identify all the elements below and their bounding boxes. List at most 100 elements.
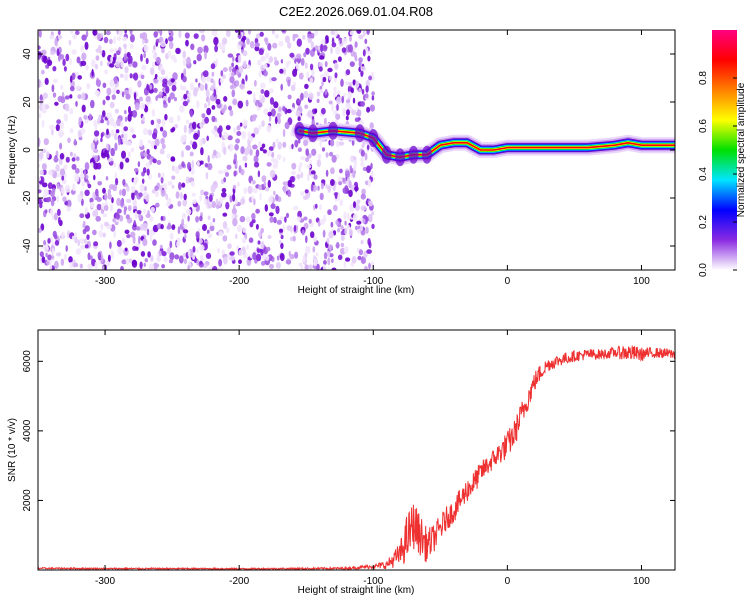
noise-speckle	[106, 112, 112, 119]
noise-speckle	[233, 127, 237, 134]
noise-speckle	[117, 137, 121, 146]
noise-speckle	[213, 88, 217, 97]
noise-speckle	[304, 62, 308, 69]
noise-speckle	[199, 84, 205, 91]
noise-speckle	[100, 223, 104, 231]
noise-speckle	[227, 145, 231, 150]
noise-speckle	[309, 77, 314, 83]
snr-line	[38, 345, 675, 570]
noise-speckle	[238, 66, 244, 74]
noise-speckle	[204, 163, 209, 168]
noise-speckle	[53, 156, 59, 163]
noise-speckle	[351, 255, 357, 264]
noise-speckle	[339, 168, 343, 174]
noise-speckle	[178, 255, 184, 264]
noise-speckle	[116, 197, 121, 206]
noise-speckle	[121, 150, 126, 159]
noise-speckle	[90, 255, 93, 261]
noise-speckle	[225, 125, 231, 131]
noise-speckle	[94, 63, 99, 70]
signal-trace	[298, 130, 675, 158]
noise-speckle	[126, 185, 130, 192]
noise-speckle	[204, 51, 207, 60]
noise-speckle	[302, 254, 306, 263]
noise-speckle	[168, 116, 174, 124]
noise-speckle	[199, 194, 203, 202]
noise-speckle	[175, 47, 181, 55]
noise-speckle	[272, 141, 276, 149]
noise-speckle	[222, 67, 228, 72]
noise-speckle	[122, 179, 126, 186]
noise-speckle	[109, 118, 115, 127]
noise-speckle	[133, 168, 139, 172]
noise-speckle	[263, 181, 267, 187]
noise-speckle	[58, 157, 63, 166]
noise-speckle	[205, 89, 210, 98]
noise-speckle	[205, 171, 209, 180]
noise-speckle	[266, 125, 272, 133]
noise-speckle	[153, 78, 159, 84]
noise-speckle	[212, 218, 216, 223]
noise-speckle	[80, 167, 84, 175]
noise-speckle	[245, 216, 251, 223]
noise-speckle	[268, 196, 274, 203]
noise-speckle	[151, 189, 156, 194]
noise-speckle	[38, 112, 42, 119]
noise-speckle	[43, 138, 49, 146]
spectrogram-xlabel: Height of straight line (km)	[298, 285, 415, 296]
noise-speckle	[49, 34, 55, 40]
noise-speckle	[126, 52, 131, 58]
noise-speckle	[246, 90, 253, 95]
noise-speckle	[102, 213, 108, 218]
noise-speckle	[201, 113, 206, 119]
noise-speckle	[50, 190, 55, 197]
noise-speckle	[54, 212, 58, 221]
noise-speckle	[68, 256, 73, 263]
noise-speckle	[83, 114, 88, 120]
noise-speckle	[192, 199, 197, 205]
noise-speckle	[330, 179, 335, 186]
noise-speckle	[295, 61, 299, 70]
noise-speckle	[177, 226, 181, 235]
noise-speckle	[311, 148, 317, 156]
noise-speckle	[46, 59, 53, 66]
noise-speckle	[336, 140, 340, 148]
noise-speckle	[151, 61, 156, 68]
noise-speckle	[234, 144, 239, 151]
noise-speckle	[334, 62, 339, 70]
noise-speckle	[367, 179, 372, 188]
noise-speckle	[102, 232, 106, 238]
noise-speckle	[156, 160, 162, 165]
noise-speckle	[80, 198, 84, 206]
noise-speckle	[121, 259, 127, 265]
noise-speckle	[307, 33, 313, 39]
noise-speckle	[206, 135, 209, 142]
noise-speckle	[63, 164, 68, 170]
noise-speckle	[328, 244, 333, 251]
noise-speckle	[44, 209, 48, 214]
noise-speckle	[200, 189, 205, 196]
noise-speckle	[81, 34, 87, 41]
noise-speckle	[330, 46, 333, 55]
noise-speckle	[168, 259, 174, 264]
noise-speckle	[362, 166, 367, 172]
noise-speckle	[251, 212, 256, 220]
noise-speckle	[53, 78, 58, 84]
noise-speckle	[124, 49, 127, 55]
noise-speckle	[370, 170, 374, 178]
noise-speckle	[308, 218, 312, 224]
noise-speckle	[341, 47, 347, 53]
noise-speckle	[148, 129, 153, 136]
noise-speckle	[42, 92, 48, 99]
noise-speckle	[126, 234, 131, 239]
noise-speckle	[323, 260, 327, 265]
noise-speckle	[168, 35, 174, 42]
noise-speckle	[252, 92, 256, 101]
noise-speckle	[214, 44, 219, 53]
noise-speckle	[364, 93, 369, 99]
noise-speckle	[354, 186, 359, 192]
noise-speckle	[276, 219, 282, 225]
noise-speckle	[276, 255, 280, 261]
noise-speckle	[280, 59, 284, 64]
noise-speckle	[106, 87, 112, 96]
